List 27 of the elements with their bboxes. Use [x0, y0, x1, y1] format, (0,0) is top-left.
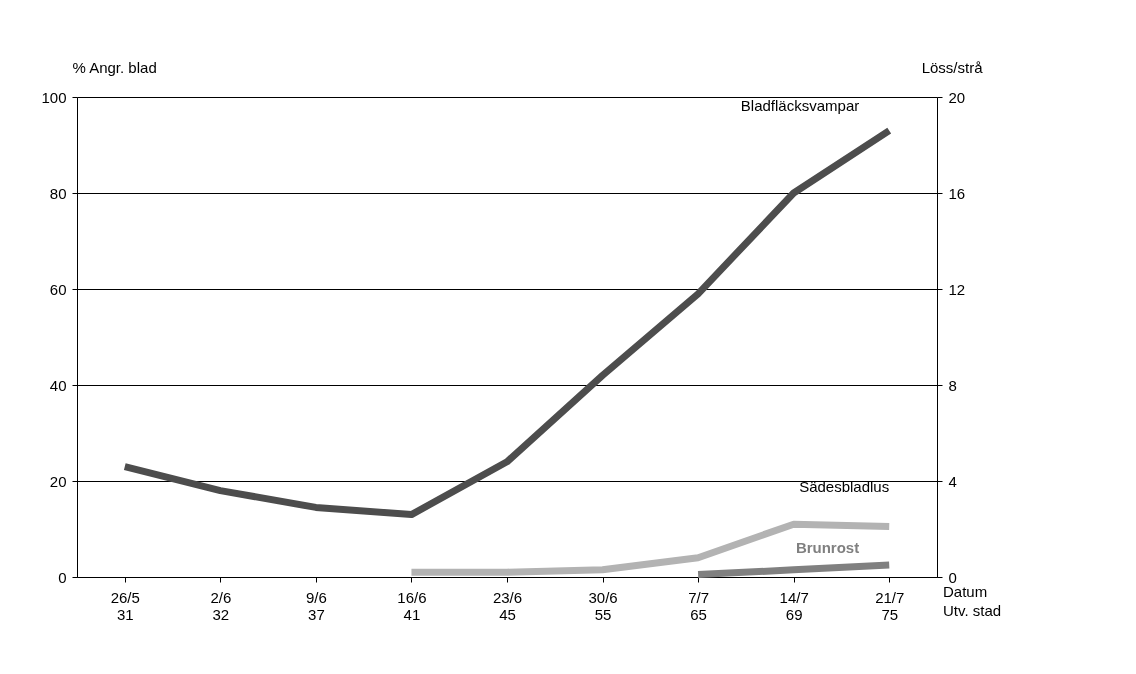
- y2-tick-label: 20: [948, 88, 966, 106]
- y2-tick-label: 16: [948, 184, 966, 202]
- x-tick-label: 2/6 32: [210, 588, 232, 623]
- x-axis-title: Datum Utv. stad: [943, 583, 1002, 619]
- y-tick-label: 0: [58, 568, 67, 586]
- y2-axis-title: Löss/strå: [921, 58, 984, 76]
- y-tick-label: 60: [49, 280, 67, 298]
- x-tick-label: 9/6 37: [305, 588, 327, 623]
- x-tick-label: 23/6 45: [492, 588, 523, 623]
- series-label: Brunrost: [795, 539, 860, 556]
- x-tick-label: 30/6 55: [588, 588, 618, 623]
- x-tick-label: 7/7 65: [688, 588, 710, 623]
- y-tick-label: 80: [49, 184, 67, 202]
- text: Bladfläcksvampar: [740, 96, 860, 114]
- y-tick-label: 100: [41, 88, 67, 106]
- y2-tick-label: 12: [948, 280, 966, 298]
- x-tick-label: 21/7 75: [875, 588, 905, 623]
- y2-tick-label: 4: [948, 472, 957, 490]
- y2-tick-label: 0: [948, 568, 957, 586]
- y-axis-title: % Angr. blad: [72, 58, 157, 76]
- y-tick-label: 20: [49, 472, 67, 490]
- series-label: Sädesbladlus: [799, 477, 890, 495]
- x-tick-label: 14/7 69: [779, 588, 809, 623]
- x-tick-label: 26/5 31: [110, 588, 140, 623]
- y-tick-label: 40: [49, 376, 67, 394]
- x-tick-label: 16/6 41: [397, 588, 427, 623]
- y2-tick-label: 8: [948, 376, 957, 394]
